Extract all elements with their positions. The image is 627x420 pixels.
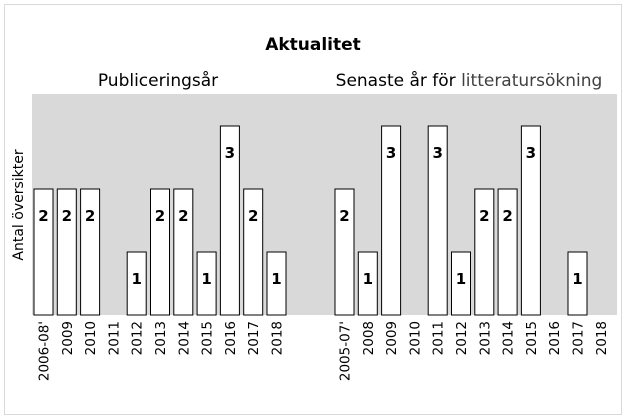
bar-p1-7: [196, 251, 217, 316]
bar-p1-10: [266, 251, 287, 316]
data-label-p2-5: 1: [456, 270, 466, 288]
bar-p2-10: [567, 251, 588, 316]
data-label-p2-1: 1: [363, 270, 373, 288]
tick-label-p2-1: 2008: [361, 321, 377, 355]
chart-title: Aktualitet: [265, 35, 361, 55]
tick-label-p1-3: 2011: [106, 321, 122, 355]
panel-label-search-year-part1: Senaste år för: [336, 70, 461, 91]
data-label-p2-4: 3: [432, 144, 442, 162]
tick-label-p1-9: 2017: [246, 321, 262, 355]
data-label-p1-2: 2: [85, 207, 95, 225]
tick-label-p2-11: 2018: [594, 321, 610, 355]
panel-label-publication-year: Publiceringsår: [98, 70, 218, 91]
bar-p1-9: [243, 188, 264, 316]
tick-label-p2-9: 2016: [547, 321, 563, 355]
y-axis-label: Antal översikter: [11, 149, 27, 260]
tick-label-p1-1: 2009: [60, 321, 76, 355]
data-label-p2-2: 3: [386, 144, 396, 162]
chart-frame: [4, 4, 622, 415]
tick-label-p1-7: 2015: [200, 321, 216, 355]
bar-p2-6: [474, 188, 495, 316]
tick-label-p1-4: 2012: [130, 321, 146, 355]
data-label-p1-7: 1: [201, 270, 211, 288]
tick-label-p2-7: 2014: [501, 321, 517, 355]
bar-p2-8: [520, 125, 541, 316]
tick-label-p1-8: 2016: [223, 321, 239, 355]
bar-p1-0: [33, 188, 54, 316]
tick-label-p2-3: 2010: [407, 321, 423, 355]
data-label-p1-5: 2: [155, 207, 165, 225]
bar-p2-5: [451, 251, 471, 316]
bar-p1-6: [173, 188, 194, 316]
panel-label-search-year: Senaste år för litteratursökning: [336, 70, 603, 91]
bar-p2-7: [497, 188, 518, 316]
data-label-p2-7: 2: [502, 207, 512, 225]
tick-label-p2-0: 2005-07': [338, 321, 354, 381]
tick-label-p2-4: 2011: [431, 321, 447, 355]
bar-p2-1: [357, 251, 378, 316]
data-label-p2-8: 3: [526, 144, 536, 162]
bar-p2-4: [427, 125, 448, 316]
data-label-p1-6: 2: [178, 207, 188, 225]
bar-p1-5: [150, 188, 170, 316]
bar-p2-0: [334, 188, 355, 316]
tick-label-p2-8: 2015: [524, 321, 540, 355]
tick-label-p2-6: 2013: [477, 321, 493, 355]
bar-p2-2: [381, 125, 402, 316]
bar-p1-4: [126, 251, 147, 316]
tick-label-p1-2: 2010: [83, 321, 99, 355]
tick-labels-layer: 2006-08' 2009 2010 2011 2012 2013 2014 2015 2016…: [37, 321, 610, 381]
data-label-p1-4: 1: [131, 270, 141, 288]
data-label-p2-0: 2: [339, 207, 349, 225]
data-label-p1-10: 1: [271, 270, 281, 288]
panel-label-publication-year-text: Publiceringsår: [98, 70, 218, 91]
data-label-p2-6: 2: [479, 207, 489, 225]
data-label-p1-0: 2: [38, 207, 48, 225]
bar-p1-2: [80, 188, 101, 316]
data-label-p1-9: 2: [248, 207, 258, 225]
tick-label-p1-0: 2006-08': [37, 321, 53, 381]
tick-label-p1-6: 2014: [176, 321, 192, 355]
panel-label-search-year-part2: litteratursökning: [461, 71, 602, 91]
bar-p1-1: [56, 188, 77, 316]
data-label-p1-8: 3: [225, 144, 235, 162]
data-label-p2-10: 1: [572, 270, 582, 288]
tick-label-p2-2: 2009: [384, 321, 400, 355]
tick-label-p1-10: 2018: [270, 321, 286, 355]
tick-label-p2-5: 2012: [454, 321, 470, 355]
data-label-p1-1: 2: [62, 207, 72, 225]
tick-label-p1-5: 2013: [153, 321, 169, 355]
tick-label-p2-10: 2017: [571, 321, 587, 355]
bar-p1-8: [219, 125, 240, 316]
